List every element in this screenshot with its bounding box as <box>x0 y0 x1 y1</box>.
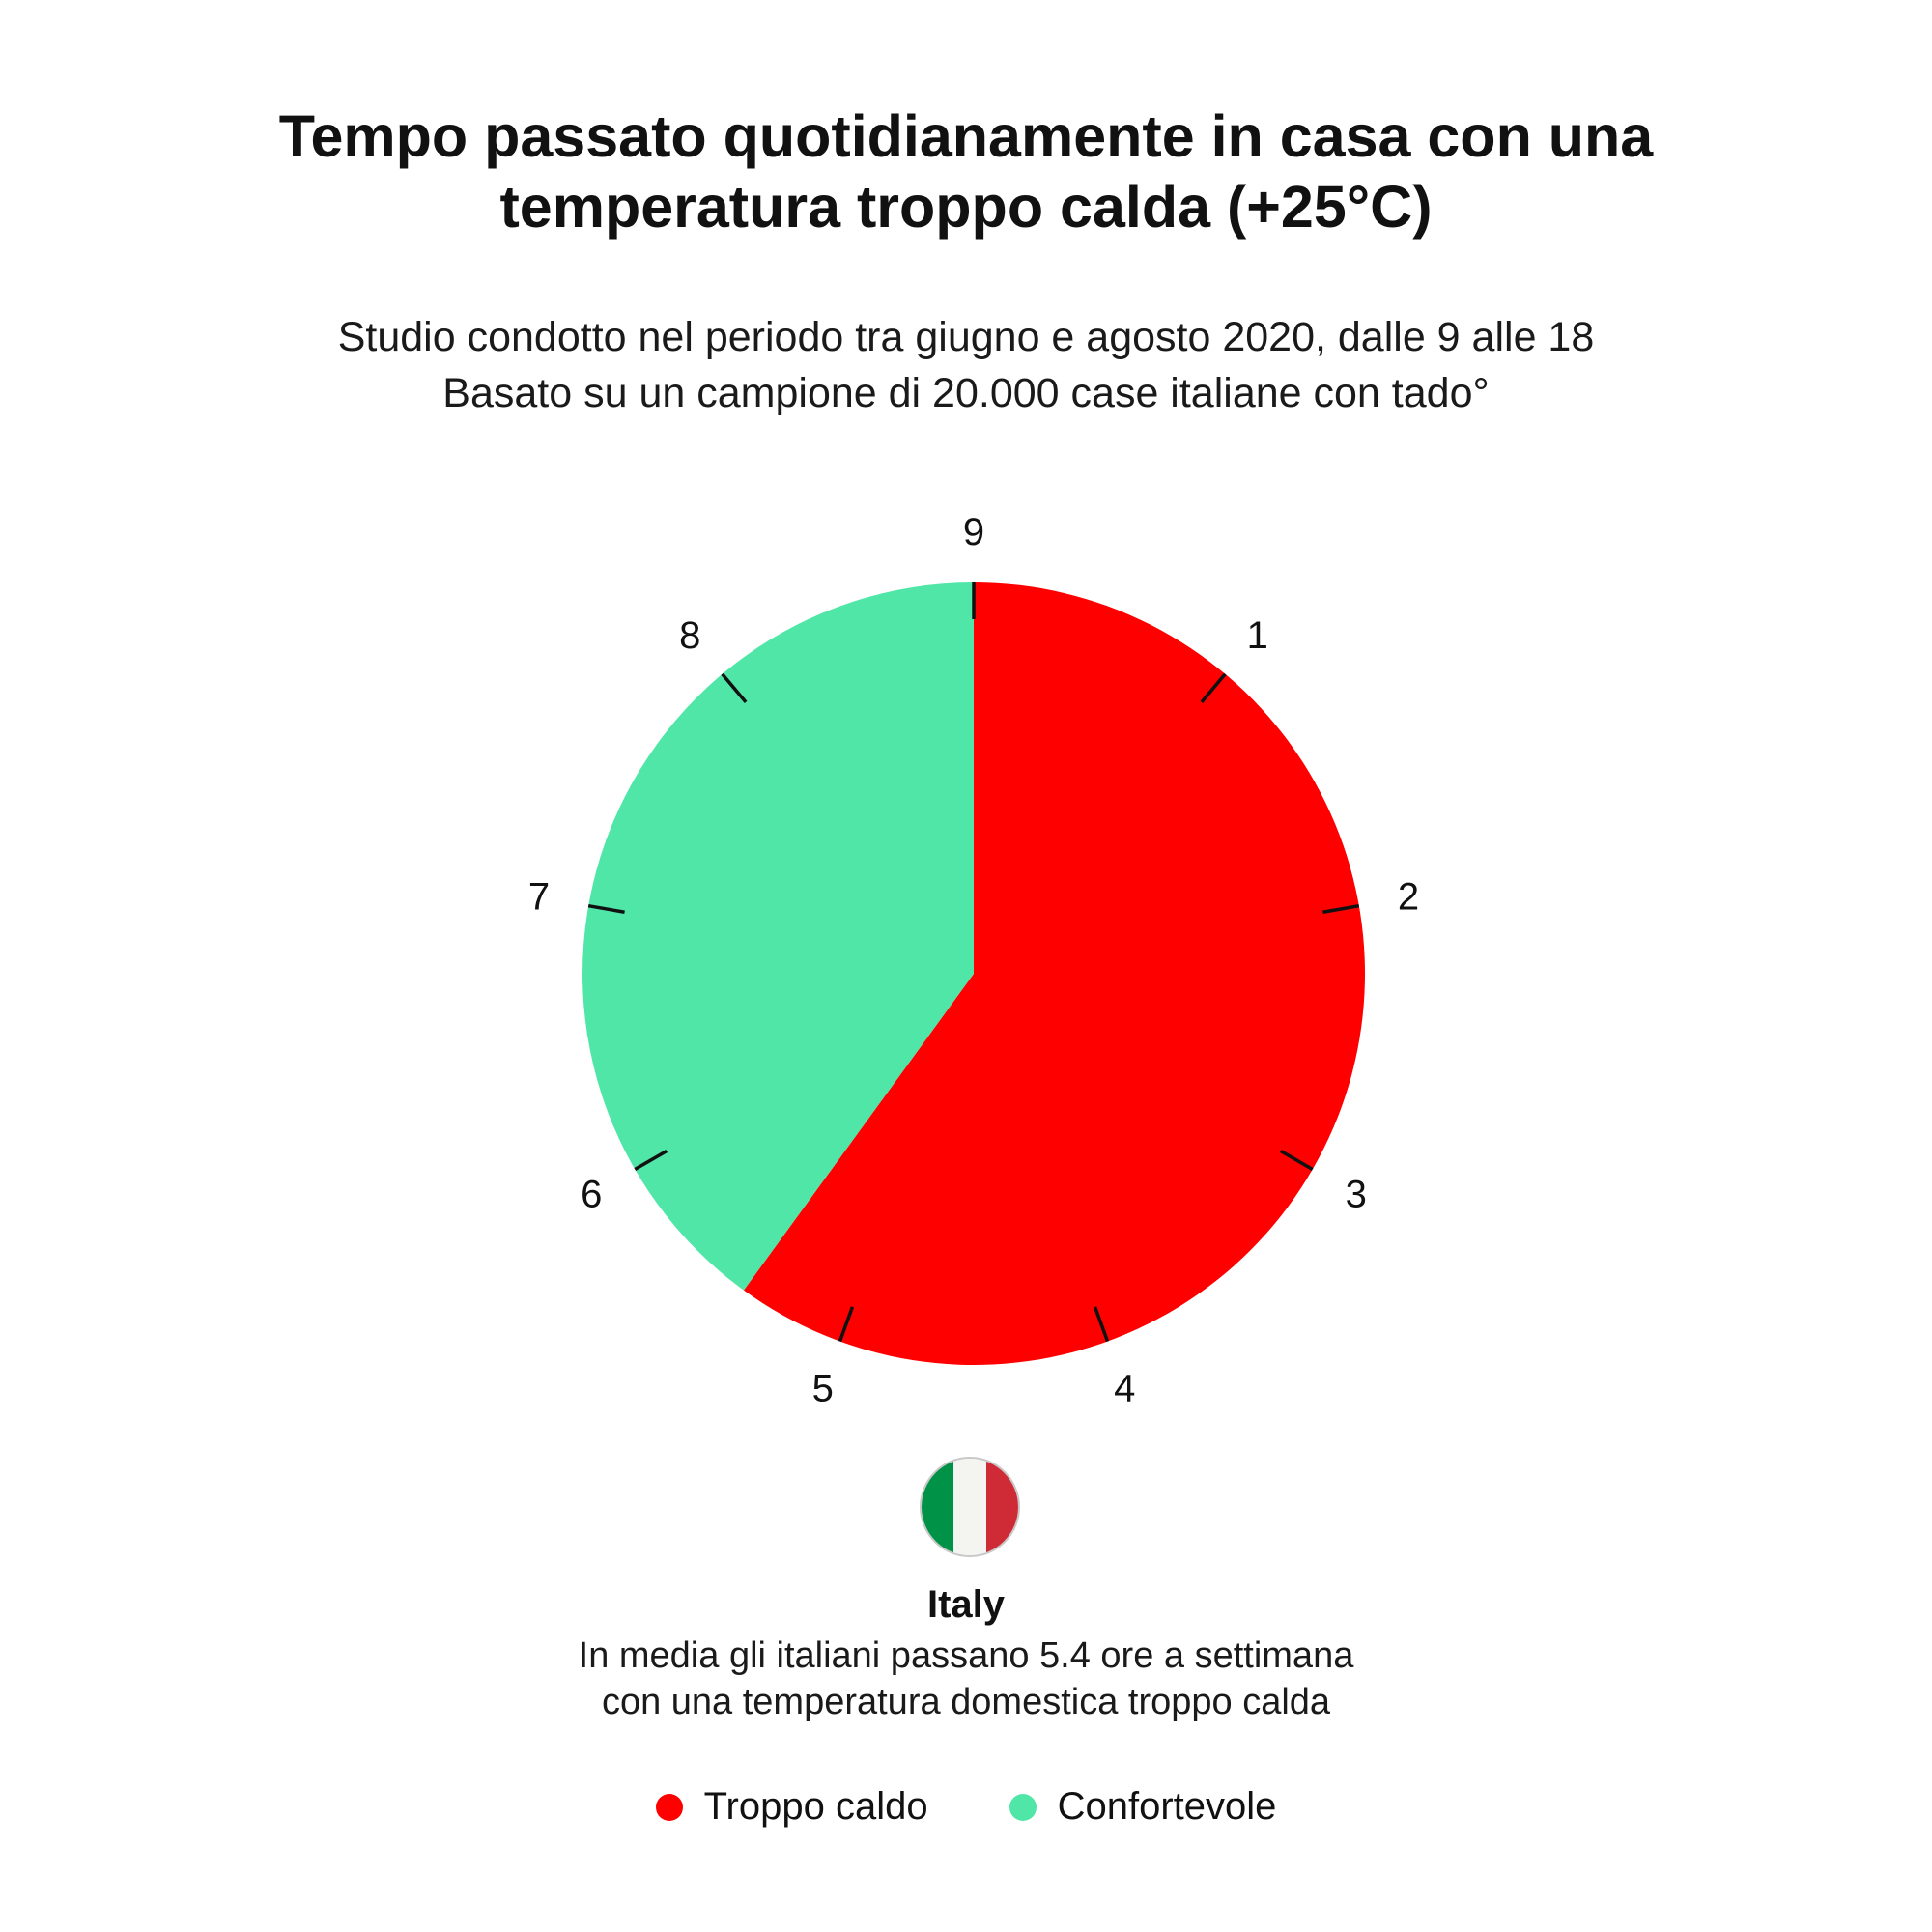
italy-flag-icon <box>920 1457 1020 1557</box>
clock-tick-label-6: 6 <box>581 1174 602 1216</box>
clock-ticks <box>587 582 1360 1343</box>
legend-swatch-hot <box>655 1793 683 1821</box>
legend-item-hot: Troppo caldo <box>655 1785 928 1829</box>
clock-tick-label-7: 7 <box>528 876 550 919</box>
note-line-2: con una temperatura domestica troppo cal… <box>601 1682 1331 1722</box>
clock-tick-1 <box>1200 672 1227 703</box>
legend-label-hot: Troppo caldo <box>703 1785 928 1828</box>
clock-tick-5 <box>838 1306 855 1343</box>
title-line-2: temperatura troppo calda (+25°C) <box>499 174 1433 240</box>
chart-title: Tempo passato quotidianamente in casa co… <box>0 101 1932 242</box>
clock-tick-3 <box>1279 1149 1314 1172</box>
country-name: Italy <box>926 1583 1006 1626</box>
note-line-1: In media gli italiani passano 5.4 ore a … <box>578 1635 1354 1676</box>
subtitle-line-1: Studio condotto nel periodo tra giugno e… <box>337 314 1595 360</box>
clock-tick-label-5: 5 <box>812 1367 834 1409</box>
legend-label-comfortable: Confortevole <box>1057 1785 1277 1828</box>
pie-slices <box>582 582 1365 1365</box>
clock-tick-label-3: 3 <box>1346 1174 1367 1216</box>
pie-slice-confortevole <box>582 582 974 1291</box>
chart-subtitle: Studio condotto nel periodo tra giugno e… <box>0 309 1932 421</box>
clock-tick-label-4: 4 <box>1114 1367 1135 1409</box>
clock-tick-label-1: 1 <box>1247 614 1268 657</box>
clock-tick-label-8: 8 <box>679 614 700 657</box>
legend-swatch-comfortable <box>1009 1793 1037 1821</box>
country-note: In media gli italiani passano 5.4 ore a … <box>0 1633 1932 1725</box>
clock-tick-label-2: 2 <box>1398 876 1419 919</box>
clock-tick-7 <box>587 903 625 914</box>
clock-tick-8 <box>721 672 748 703</box>
clock-tick-6 <box>634 1149 668 1172</box>
legend: Troppo caldo Confortevole <box>0 1785 1932 1829</box>
subtitle-line-2: Basato su un campione di 20.000 case ita… <box>442 370 1490 416</box>
pie-slice-troppo-caldo <box>743 582 1365 1365</box>
clock-tick-label-9: 9 <box>963 511 984 554</box>
title-line-1: Tempo passato quotidianamente in casa co… <box>278 103 1654 169</box>
clock-tick-labels: 9 1 2 3 4 5 6 7 8 <box>528 511 1419 1409</box>
flag-white-stripe <box>953 1459 986 1555</box>
clock-tick-4 <box>1093 1306 1110 1343</box>
legend-item-comfortable: Confortevole <box>1009 1785 1277 1829</box>
clock-tick-2 <box>1322 903 1360 914</box>
